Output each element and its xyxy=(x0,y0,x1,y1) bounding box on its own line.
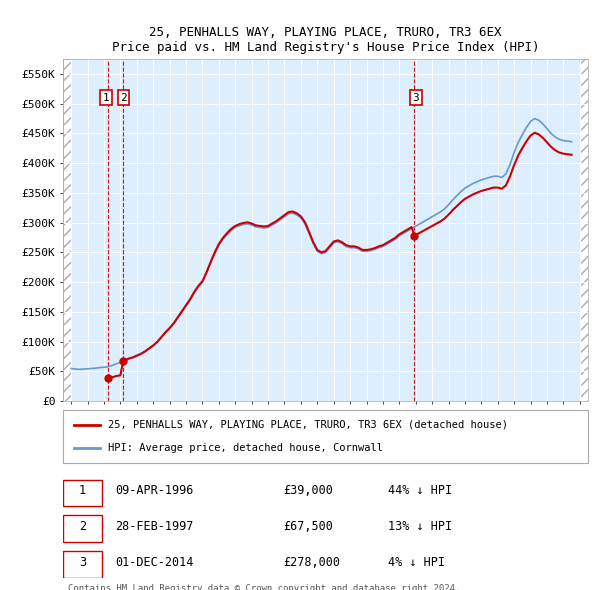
Text: 4% ↓ HPI: 4% ↓ HPI xyxy=(389,556,445,569)
Bar xyxy=(63,59,71,401)
Text: 01-DEC-2014: 01-DEC-2014 xyxy=(115,556,194,569)
Bar xyxy=(580,59,588,401)
Text: 2: 2 xyxy=(79,520,86,533)
Text: Contains HM Land Registry data © Crown copyright and database right 2024.
This d: Contains HM Land Registry data © Crown c… xyxy=(68,584,461,590)
Text: £39,000: £39,000 xyxy=(284,484,334,497)
Text: 1: 1 xyxy=(79,484,86,497)
Text: 09-APR-1996: 09-APR-1996 xyxy=(115,484,194,497)
Title: 25, PENHALLS WAY, PLAYING PLACE, TRURO, TR3 6EX
Price paid vs. HM Land Registry': 25, PENHALLS WAY, PLAYING PLACE, TRURO, … xyxy=(112,26,539,54)
FancyBboxPatch shape xyxy=(63,551,103,578)
Text: 25, PENHALLS WAY, PLAYING PLACE, TRURO, TR3 6EX (detached house): 25, PENHALLS WAY, PLAYING PLACE, TRURO, … xyxy=(107,420,508,430)
Text: 44% ↓ HPI: 44% ↓ HPI xyxy=(389,484,452,497)
Text: £278,000: £278,000 xyxy=(284,556,341,569)
Text: £67,500: £67,500 xyxy=(284,520,334,533)
Text: 2: 2 xyxy=(121,93,127,103)
FancyBboxPatch shape xyxy=(63,410,588,463)
FancyBboxPatch shape xyxy=(63,480,103,506)
Text: 1: 1 xyxy=(103,93,109,103)
Text: 3: 3 xyxy=(413,93,419,103)
Text: 3: 3 xyxy=(79,556,86,569)
Text: 13% ↓ HPI: 13% ↓ HPI xyxy=(389,520,452,533)
FancyBboxPatch shape xyxy=(63,516,103,542)
Text: HPI: Average price, detached house, Cornwall: HPI: Average price, detached house, Corn… xyxy=(107,443,383,453)
Text: 28-FEB-1997: 28-FEB-1997 xyxy=(115,520,194,533)
